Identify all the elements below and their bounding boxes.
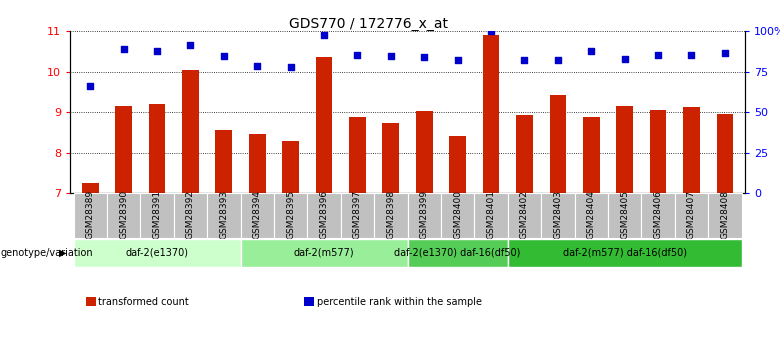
Text: GSM28396: GSM28396 — [320, 190, 328, 239]
Bar — [641, 193, 675, 238]
Bar — [508, 193, 541, 238]
Text: GSM28406: GSM28406 — [654, 190, 662, 239]
Bar — [549, 95, 566, 193]
Text: GSM28404: GSM28404 — [587, 190, 596, 239]
Point — [184, 42, 197, 48]
Bar — [575, 193, 608, 238]
Text: GSM28390: GSM28390 — [119, 190, 128, 239]
Bar — [441, 193, 474, 238]
Bar — [316, 57, 332, 193]
Bar — [140, 193, 174, 238]
Bar — [307, 193, 341, 238]
Text: GSM28398: GSM28398 — [386, 190, 395, 239]
Bar — [207, 193, 240, 238]
Text: GSM28400: GSM28400 — [453, 190, 463, 239]
Bar — [249, 135, 266, 193]
Bar — [82, 183, 98, 193]
Point — [151, 49, 163, 54]
Point — [452, 58, 464, 63]
Text: GSM28407: GSM28407 — [687, 190, 696, 239]
Text: GSM28391: GSM28391 — [153, 190, 161, 239]
Bar — [349, 117, 366, 193]
Bar — [449, 136, 466, 193]
Bar — [708, 193, 742, 238]
Text: percentile rank within the sample: percentile rank within the sample — [317, 297, 482, 307]
Text: GSM28395: GSM28395 — [286, 190, 295, 239]
Bar — [107, 193, 140, 238]
Point — [351, 52, 363, 57]
Text: GSM28402: GSM28402 — [520, 190, 529, 239]
Point — [585, 48, 597, 53]
Text: GSM28399: GSM28399 — [420, 190, 429, 239]
Text: genotype/variation: genotype/variation — [1, 248, 94, 258]
Bar — [541, 193, 575, 238]
Point — [385, 53, 397, 59]
Point — [685, 52, 697, 57]
Text: daf-2(e1370): daf-2(e1370) — [126, 248, 189, 258]
Text: GSM28389: GSM28389 — [86, 190, 94, 239]
Text: GDS770 / 172776_x_at: GDS770 / 172776_x_at — [289, 17, 448, 31]
Point — [218, 53, 230, 59]
Text: daf-2(m577) daf-16(df50): daf-2(m577) daf-16(df50) — [562, 248, 686, 258]
Bar — [374, 193, 407, 238]
Bar — [382, 124, 399, 193]
Bar — [407, 239, 508, 267]
Point — [118, 47, 130, 52]
Point — [285, 64, 297, 69]
Bar — [282, 140, 299, 193]
Text: GSM28394: GSM28394 — [253, 190, 262, 239]
Bar — [583, 117, 600, 193]
Bar — [650, 110, 666, 193]
Text: GSM28392: GSM28392 — [186, 190, 195, 239]
Bar — [73, 193, 107, 238]
Point — [551, 58, 564, 63]
Point — [418, 55, 431, 60]
Point — [317, 32, 330, 38]
Bar — [483, 35, 499, 193]
Text: GSM28401: GSM28401 — [487, 190, 495, 239]
Text: transformed count: transformed count — [98, 297, 189, 307]
Text: GSM28403: GSM28403 — [553, 190, 562, 239]
Point — [518, 58, 530, 63]
Bar — [341, 193, 374, 238]
Bar — [115, 106, 132, 193]
Bar — [683, 107, 700, 193]
Bar — [608, 193, 641, 238]
Bar — [516, 115, 533, 193]
Text: ▶: ▶ — [58, 248, 66, 258]
Point — [251, 63, 264, 68]
Point — [84, 83, 97, 89]
Point — [619, 57, 631, 62]
Bar — [474, 193, 508, 238]
Text: GSM28393: GSM28393 — [219, 190, 229, 239]
Point — [652, 52, 665, 57]
Point — [485, 28, 498, 34]
Text: daf-2(e1370) daf-16(df50): daf-2(e1370) daf-16(df50) — [395, 248, 521, 258]
Text: GSM28408: GSM28408 — [721, 190, 729, 239]
Bar — [240, 193, 274, 238]
Point — [718, 51, 731, 56]
Bar — [508, 239, 742, 267]
Bar — [149, 104, 165, 193]
Bar — [182, 70, 199, 193]
Bar — [274, 193, 307, 238]
Bar — [174, 193, 207, 238]
Bar — [407, 193, 441, 238]
Bar — [240, 239, 407, 267]
Bar — [675, 193, 708, 238]
Text: GSM28397: GSM28397 — [353, 190, 362, 239]
Bar — [215, 130, 232, 193]
Bar — [616, 106, 633, 193]
Bar — [717, 114, 733, 193]
Bar — [73, 239, 240, 267]
Text: GSM28405: GSM28405 — [620, 190, 629, 239]
Bar — [416, 111, 433, 193]
Text: daf-2(m577): daf-2(m577) — [294, 248, 354, 258]
